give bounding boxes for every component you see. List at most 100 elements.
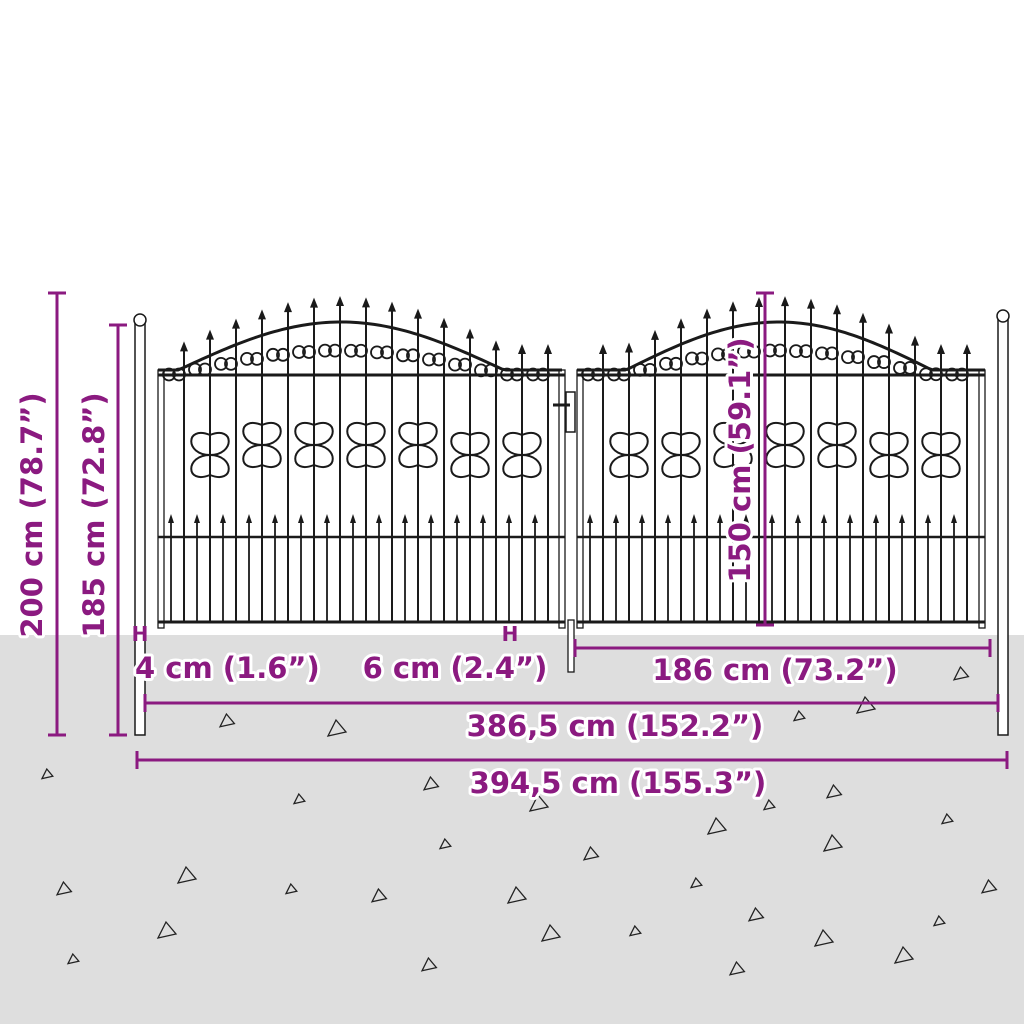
stone [540,923,562,942]
total-width-label: 394,5 cm (155.3”) [470,766,767,800]
finial [324,514,330,523]
finial [885,323,893,334]
finial [220,514,226,523]
gap-width-marker: H [502,622,519,646]
stone [528,793,550,812]
scroll-ornament [294,422,334,468]
post-cap [996,309,1010,323]
stone [792,709,806,722]
scroll [448,357,462,372]
finial [951,514,957,523]
scroll [867,355,881,369]
finial [963,344,971,354]
gate-post [997,317,1009,736]
gate-handle [565,391,576,433]
finial [651,329,659,340]
stone [728,960,746,976]
finial [717,514,723,523]
post-height-dimension [109,323,127,737]
scroll-ornament [817,422,857,468]
right-gate-leaf [576,296,986,629]
scroll [945,367,959,382]
top-rail [577,320,985,372]
finial [258,309,266,320]
finial [414,308,422,319]
stone [156,920,178,939]
scroll [815,346,829,361]
gate-height-dimension [756,291,774,627]
finial [807,298,815,309]
finial [272,514,278,523]
total-height-dimension [48,291,66,737]
gap-width-label: 6 cm (2.4”) [363,651,548,685]
finial [795,514,801,523]
finial [532,514,538,523]
scroll [789,344,803,359]
scroll [500,367,514,382]
stone [582,845,600,861]
finial [388,301,396,312]
scroll [292,345,306,359]
scroll [188,362,202,377]
total-height-label: 200 cm (78.7”) [15,392,49,637]
top-rail [158,320,562,372]
scroll [893,361,907,375]
scroll [422,352,436,367]
finial [781,296,789,307]
stone [893,945,915,964]
scroll-ornament [869,432,909,478]
scroll-ornament [398,422,438,468]
post-cap [133,313,147,327]
left-gate-leaf [157,296,566,629]
scroll [266,347,280,362]
stone [813,928,835,947]
finial [180,341,188,352]
finial [665,514,671,523]
scroll [581,367,595,382]
finial [587,514,593,523]
stone [370,887,388,903]
leaf-width-dimension [573,639,992,657]
scroll [318,343,332,358]
finial [639,514,645,523]
scroll-ornament [450,432,490,478]
finial [743,514,749,523]
finial [833,304,841,315]
stone [218,712,236,728]
stone [628,924,642,937]
scroll [474,363,488,378]
stone [762,798,776,811]
leaf-stile [576,369,584,629]
finial [310,297,318,308]
finial [440,317,448,328]
scroll-ornament [921,432,961,478]
scroll-ornament [346,422,386,468]
stone [825,783,843,799]
finial [298,514,304,523]
scroll [919,367,933,382]
finial [769,514,775,523]
finial [544,344,552,354]
total-width-dimension [135,751,1009,769]
scroll [841,350,855,365]
finial [428,514,434,523]
scroll [396,348,410,363]
drop-bolt [567,619,575,673]
scroll-ornament [190,432,230,478]
finial [232,318,240,329]
scroll [711,347,725,362]
stone [284,882,298,895]
finial [466,328,474,339]
stone [292,792,306,805]
scroll [344,343,358,358]
stone [66,952,80,965]
finial [492,340,500,351]
stone [940,812,954,825]
post-height-label: 185 cm (72.8”) [77,392,111,637]
finial [454,514,460,523]
scroll [214,356,228,371]
gate-height-label: 150 cm (59.1”) [723,337,757,582]
scroll [607,367,621,382]
finial [168,514,174,523]
scroll-ornament [242,422,282,468]
